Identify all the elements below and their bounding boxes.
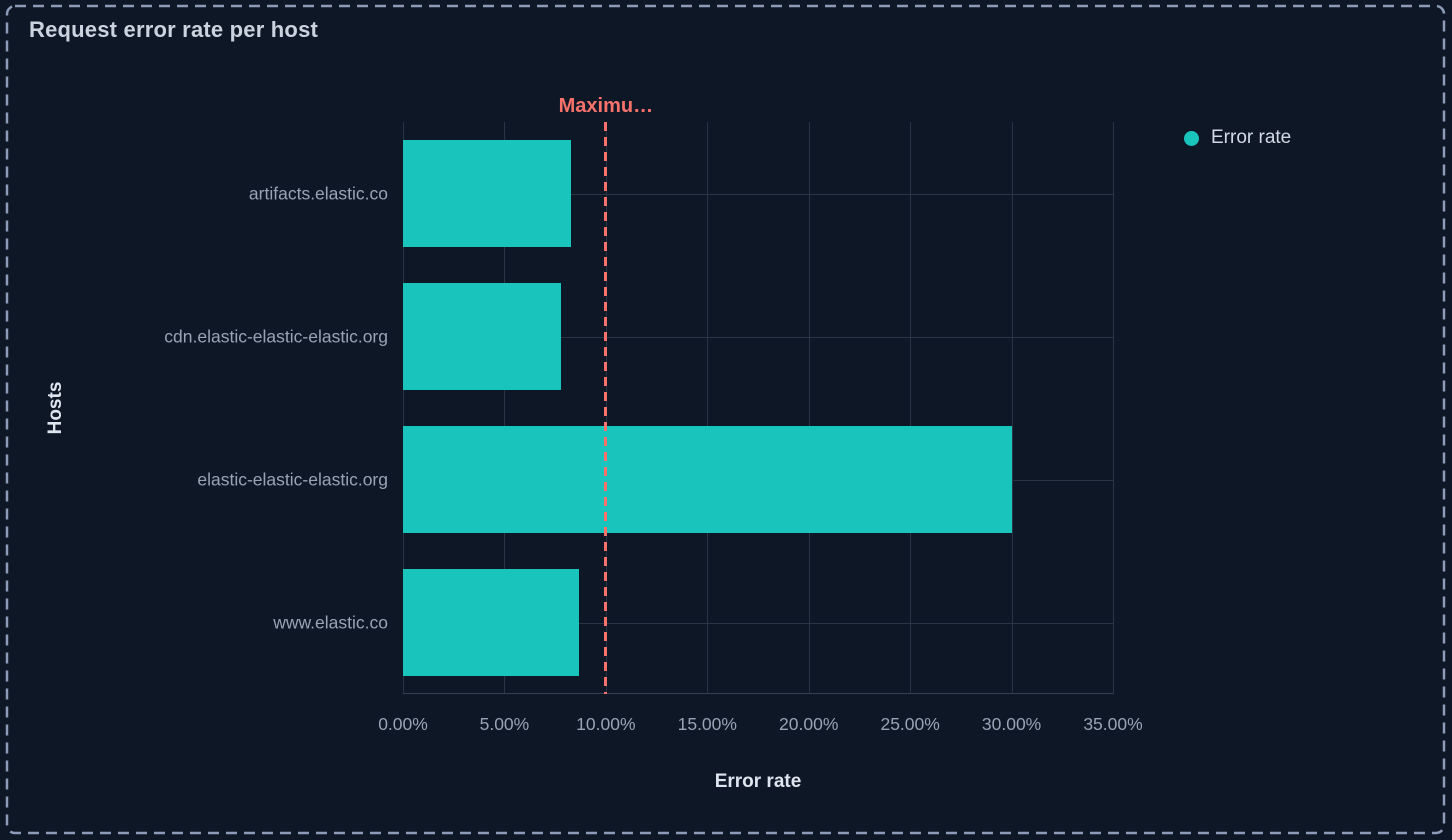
y-axis-title: Hosts (45, 381, 66, 435)
gridline-horizontal (403, 622, 1113, 624)
gridline-vertical (403, 122, 404, 694)
bar[interactable] (403, 283, 562, 390)
threshold-label: Maximu… (558, 95, 654, 117)
bar[interactable] (403, 426, 1012, 533)
legend-series-dot-icon[interactable] (1184, 130, 1199, 146)
gridline-vertical (808, 122, 810, 694)
gridline-vertical (1011, 122, 1013, 694)
gridline-vertical (1113, 122, 1114, 694)
x-axis-line (403, 693, 1113, 694)
bar[interactable] (403, 140, 572, 247)
gridline-horizontal (403, 193, 1113, 195)
x-tick-label: 25.00% (880, 714, 940, 734)
gridline-vertical (707, 122, 709, 694)
y-tick-label: elastic-elastic-elastic.org (197, 469, 388, 489)
x-tick-label: 5.00% (479, 714, 530, 734)
x-tick-label: 0.00% (378, 714, 428, 734)
y-tick-label: cdn.elastic-elastic-elastic.org (164, 326, 388, 346)
x-axis-title: Error rate (714, 771, 802, 792)
x-tick-label: 30.00% (981, 714, 1042, 734)
y-tick-label: www.elastic.co (273, 612, 388, 632)
x-tick-label: 35.00% (1083, 714, 1143, 734)
legend-series-label[interactable]: Error rate (1211, 127, 1292, 148)
plot-area (403, 122, 1114, 694)
bar[interactable] (403, 569, 580, 676)
panel-title: Request error rate per host (29, 17, 319, 42)
legend: Error rate (1184, 127, 1291, 149)
x-tick-label: 15.00% (677, 714, 737, 734)
x-tick-label: 20.00% (779, 714, 839, 734)
gridline-horizontal (403, 336, 1113, 338)
x-tick-label: 10.00% (576, 714, 636, 734)
threshold-line (604, 122, 608, 694)
gridline-vertical (504, 122, 506, 694)
y-tick-label: artifacts.elastic.co (248, 183, 388, 203)
gridline-vertical (910, 122, 912, 694)
